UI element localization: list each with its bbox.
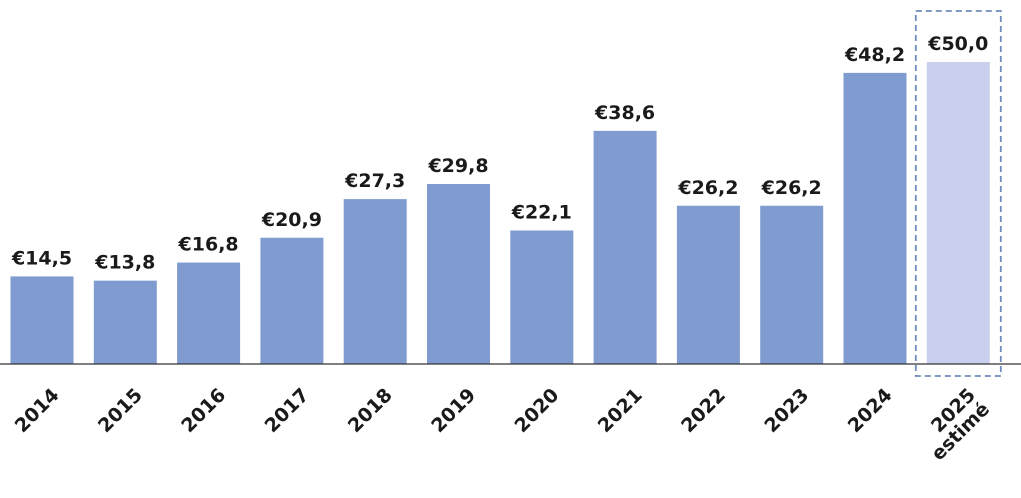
tick-label-2019: 2019 xyxy=(427,384,480,437)
bars-group xyxy=(10,10,1002,377)
estimate-highlight-frame xyxy=(914,10,1002,377)
tick-label-2017: 2017 xyxy=(261,384,314,437)
bar-2025 xyxy=(926,62,990,364)
bar-2014 xyxy=(10,276,74,364)
bar-2018 xyxy=(343,199,407,364)
bar-2016 xyxy=(177,262,241,364)
value-label-2015: €13,8 xyxy=(94,252,155,274)
value-label-2014: €14,5 xyxy=(11,247,72,269)
bar-2021 xyxy=(593,130,657,364)
tick-label-2023: 2023 xyxy=(760,384,813,437)
value-label-2019: €29,8 xyxy=(427,155,488,177)
value-label-2025: €50,0 xyxy=(927,33,988,55)
bar-2019 xyxy=(427,184,490,364)
value-label-2022: €26,2 xyxy=(677,177,738,199)
bar-2017 xyxy=(260,237,324,364)
tick-label-2024: 2024 xyxy=(844,384,897,437)
tick-label-2014: 2014 xyxy=(11,384,64,437)
bar-2022 xyxy=(676,205,740,364)
tick-label-2020: 2020 xyxy=(510,384,563,437)
value-labels-group: €14,5 €13,8 €16,8 €20,9 €27,3 €29,8 €22,1 €38,6… xyxy=(11,33,988,274)
bar-2024 xyxy=(843,72,907,364)
bar-2015 xyxy=(93,280,157,364)
tick-label-2018: 2018 xyxy=(344,384,397,437)
value-label-2018: €27,3 xyxy=(344,170,405,192)
value-label-2021: €38,6 xyxy=(594,102,655,124)
tick-label-2022: 2022 xyxy=(677,384,730,437)
value-label-2024: €48,2 xyxy=(844,44,905,66)
tick-label-2021: 2021 xyxy=(594,384,647,437)
bar-2020 xyxy=(510,230,574,364)
bar-2023 xyxy=(760,205,824,364)
tick-label-2025: 2025estimé xyxy=(913,384,994,465)
value-label-2017: €20,9 xyxy=(261,209,322,231)
value-label-2023: €26,2 xyxy=(761,177,822,199)
tick-label-2015: 2015 xyxy=(94,384,147,437)
x-tick-labels-group: 2014 2015 2016 2017 2018 2019 2020 2021 2022 2023… xyxy=(11,384,994,465)
value-label-2016: €16,8 xyxy=(178,234,239,256)
tick-label-2016: 2016 xyxy=(177,384,230,437)
value-label-2020: €22,1 xyxy=(511,202,572,224)
